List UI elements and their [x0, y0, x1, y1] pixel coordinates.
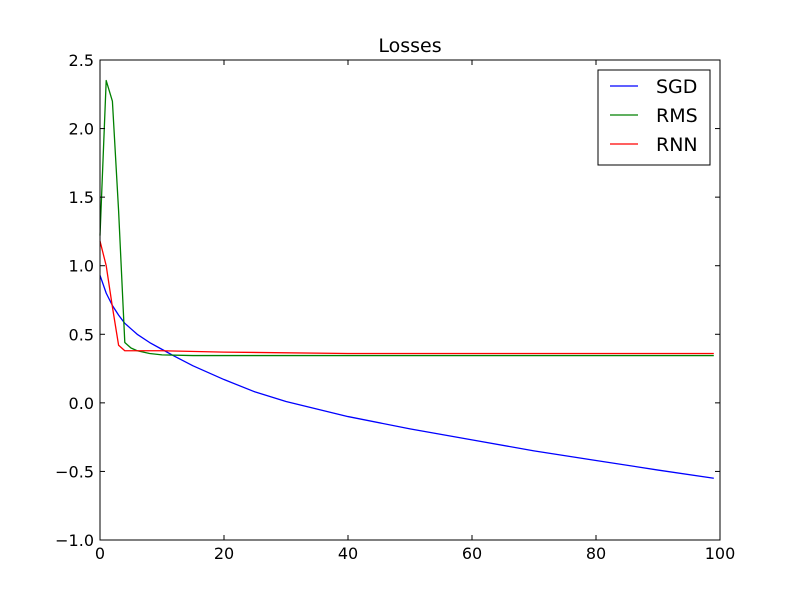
- y-tick-label: 2.0: [69, 120, 94, 139]
- legend-label-rms: RMS: [656, 105, 698, 127]
- legend-label-sgd: SGD: [656, 76, 697, 98]
- y-tick-label: −1.0: [55, 531, 94, 550]
- axes-frame: [99, 59, 721, 541]
- series-line-rms: [99, 79, 714, 357]
- y-tick-label: 0.5: [69, 325, 94, 344]
- y-tick-label: 1.0: [69, 257, 94, 276]
- series-layer: [99, 79, 714, 479]
- x-tick-label: 80: [586, 544, 606, 563]
- x-tick-label: 20: [214, 544, 234, 563]
- y-tick-label: 1.5: [69, 188, 94, 207]
- legend-label-rnn: RNN: [656, 134, 698, 156]
- x-tick-label: 60: [462, 544, 482, 563]
- series-line-sgd: [99, 275, 714, 479]
- y-tick-label: 0.0: [69, 394, 94, 413]
- y-tick-label: 2.5: [69, 51, 94, 70]
- x-tick-label: 40: [338, 544, 358, 563]
- x-tick-label: 100: [705, 544, 736, 563]
- ticks-layer: 0 20 40 60 80 100 −1.0 −0.5 0.0 0.5 1.0 1.5 2.0 2.5: [55, 51, 735, 563]
- legend: SGD RMS RNN: [597, 69, 711, 166]
- x-tick-label: 0: [95, 544, 105, 563]
- series-line-rnn: [99, 240, 714, 355]
- y-tick-label: −0.5: [55, 462, 94, 481]
- chart-title: Losses: [378, 35, 441, 57]
